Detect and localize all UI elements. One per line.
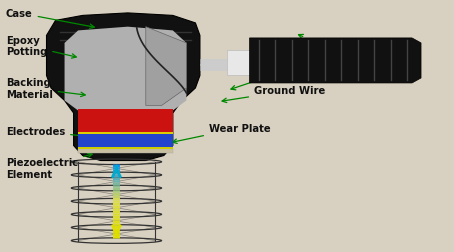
Text: Epoxy
Potting: Epoxy Potting (6, 36, 76, 59)
Text: Case: Case (6, 9, 94, 29)
Polygon shape (78, 110, 173, 132)
Polygon shape (64, 27, 187, 111)
Text: Electrodes: Electrodes (6, 126, 85, 138)
Text: Signal Wire: Signal Wire (231, 66, 319, 90)
Text: Backing
Material: Backing Material (6, 78, 85, 99)
Text: Coaxial Cable Connector: Coaxial Cable Connector (254, 35, 391, 51)
Text: Ground Wire: Ground Wire (222, 86, 326, 103)
Bar (78, 147, 173, 149)
Text: Wear Plate: Wear Plate (173, 123, 271, 144)
Text: Piezoelectric
Element: Piezoelectric Element (6, 153, 92, 179)
Bar (78, 135, 173, 147)
Polygon shape (46, 14, 200, 161)
Bar (227, 51, 250, 76)
Polygon shape (250, 39, 421, 84)
Bar (78, 149, 173, 153)
Polygon shape (146, 27, 187, 106)
Bar (78, 132, 173, 135)
